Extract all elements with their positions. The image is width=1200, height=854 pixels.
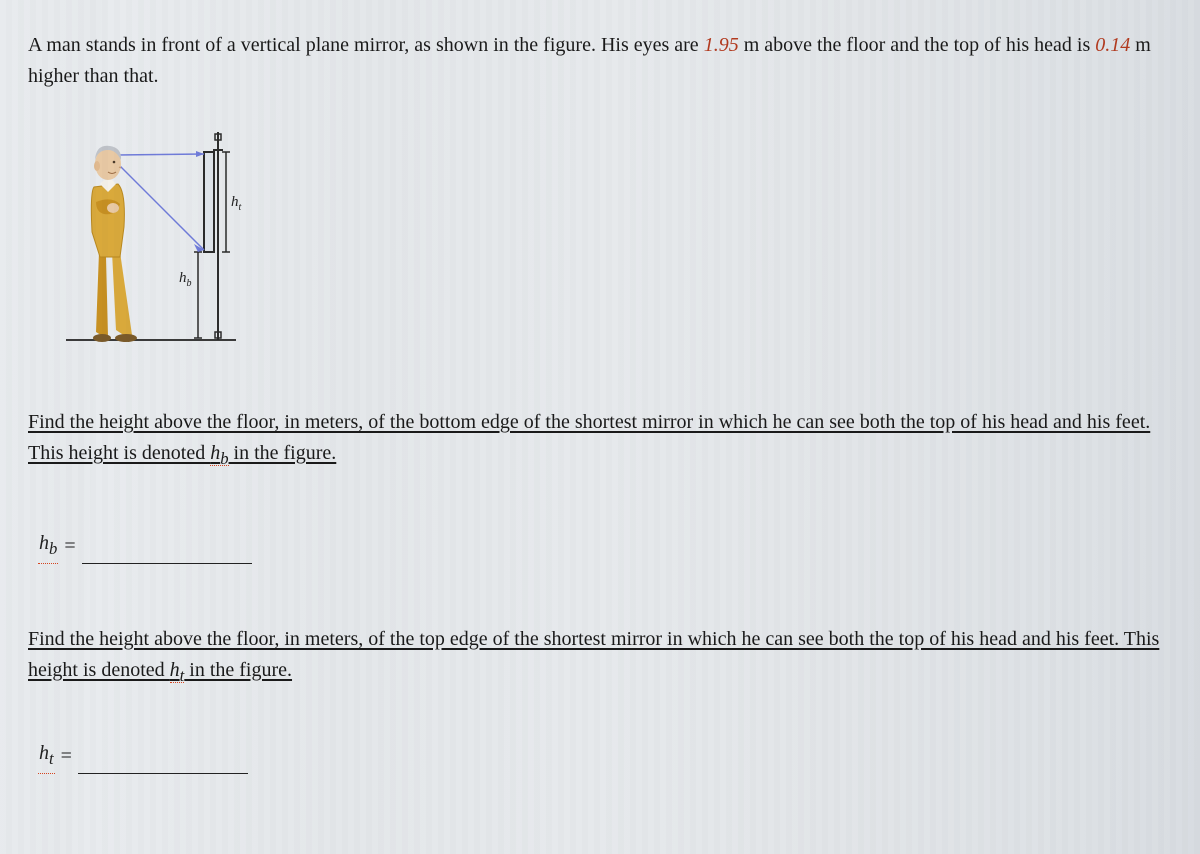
q1-text-b: in the figure. xyxy=(229,442,337,464)
ray-bottom xyxy=(116,162,204,250)
q1-var: hb xyxy=(210,442,228,466)
problem-intro: A man stands in front of a vertical plan… xyxy=(28,30,1172,92)
answer-2-var: ht xyxy=(38,738,55,774)
ht-label: ht xyxy=(231,194,242,213)
answer-1-input[interactable] xyxy=(82,563,252,564)
ray-top xyxy=(116,154,204,155)
intro-num1: 1.95 xyxy=(704,34,739,56)
figure-svg: ht hb xyxy=(66,132,266,352)
question-2: Find the height above the floor, in mete… xyxy=(28,624,1172,689)
answer-1: hb = xyxy=(38,528,1172,564)
answer-2: ht = xyxy=(38,738,1172,774)
intro-num2: 0.14 xyxy=(1095,34,1130,56)
answer-1-var: hb xyxy=(38,528,58,564)
answer-2-input[interactable] xyxy=(78,773,248,774)
q2-var: ht xyxy=(170,659,185,683)
equals-sign: = xyxy=(61,741,72,774)
mirror-glass xyxy=(204,152,214,252)
equals-sign: = xyxy=(64,531,75,564)
q2-text-b: in the figure. xyxy=(184,659,292,681)
q1-text-a: Find the height above the floor, in mete… xyxy=(28,411,1150,464)
intro-part1: A man stands in front of a vertical plan… xyxy=(28,34,704,56)
hb-label: hb xyxy=(179,270,192,289)
figure: ht hb xyxy=(66,132,1172,352)
intro-part2: m above the floor and the top of his hea… xyxy=(739,34,1096,56)
question-1: Find the height above the floor, in mete… xyxy=(28,407,1172,472)
